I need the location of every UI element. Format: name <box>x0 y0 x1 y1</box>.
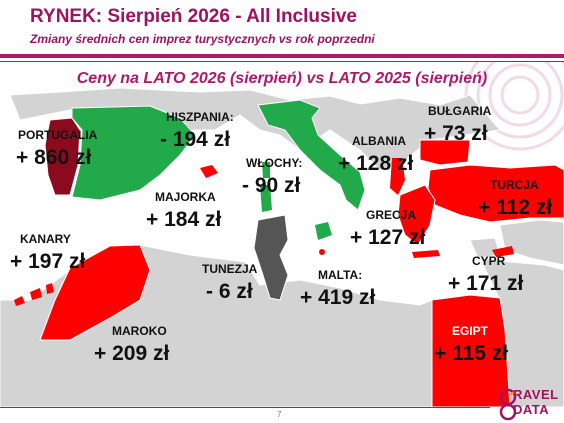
label-hiszpania-value: - 194 zł <box>160 128 231 151</box>
label-egipt-name: EGIPT <box>452 324 489 338</box>
label-egipt-value: + 115 zł <box>434 342 509 365</box>
label-cypr-name: CYPR <box>472 254 506 268</box>
shape-wlochy <box>257 99 366 211</box>
logo-line-2: DATA <box>513 402 550 417</box>
label-malta-value: + 419 zł <box>300 286 376 309</box>
label-bulgaria-name: BUŁGARIA <box>428 104 492 118</box>
label-albania-value: + 128 zł <box>338 152 414 175</box>
header: RYNEK: Sierpień 2026 - All Inclusive Zmi… <box>0 0 564 56</box>
shape-bulgaria <box>419 139 471 166</box>
shape-malta <box>319 249 325 255</box>
page-title: RYNEK: Sierpień 2026 - All Inclusive <box>30 6 357 27</box>
label-cypr-value: + 171 zł <box>448 272 524 295</box>
shape-kanary <box>14 283 54 306</box>
label-albania-name: ALBANIA <box>352 134 406 148</box>
logo-line-1: RAVEL <box>513 387 559 402</box>
shape-cypr <box>492 246 514 257</box>
label-majorka-value: + 184 zł <box>146 208 222 231</box>
footer-rule <box>0 407 490 408</box>
shape-hiszpania <box>71 105 196 201</box>
label-turcja-value: + 112 zł <box>478 196 553 219</box>
map-canvas <box>0 62 564 407</box>
label-kanary-name: KANARY <box>20 232 71 246</box>
label-grecja-name: GRECJA <box>366 208 417 222</box>
page-number: 7 <box>277 410 282 419</box>
label-hiszpania-name: HISZPANIA: <box>166 110 234 124</box>
shape-sycylia <box>315 222 332 240</box>
label-tunezja-value: - 6 zł <box>206 280 253 303</box>
shape-korsyka <box>262 162 270 178</box>
map <box>0 62 564 407</box>
label-majorka-name: MAJORKA <box>155 190 216 204</box>
label-portugalia-name: PORTUGALIA <box>18 128 98 142</box>
label-tunezja-name: TUNEZJA <box>202 262 258 276</box>
logo-mark-icon <box>499 388 517 421</box>
shape-majorka <box>200 165 218 178</box>
map-title: Ceny na LATO 2026 (sierpień) vs LATO 202… <box>76 70 488 87</box>
label-malta-name: MALTA: <box>318 268 363 282</box>
header-rule <box>0 54 564 58</box>
shape-maroko <box>39 244 151 341</box>
decor-arcs <box>464 62 564 151</box>
label-wlochy-name: WŁOCHY: <box>246 156 303 170</box>
label-bulgaria-value: + 73 zł <box>424 122 488 145</box>
shape-sardynia <box>260 185 272 212</box>
label-wlochy-value: - 90 zł <box>242 174 301 197</box>
label-maroko-name: MAROKO <box>112 324 167 338</box>
label-maroko-value: + 209 zł <box>94 342 170 365</box>
shape-albania <box>390 158 405 195</box>
label-turcja-name: TURCJA <box>490 178 539 192</box>
shape-tunezja <box>253 214 289 301</box>
header-rule-thin <box>0 61 564 62</box>
label-kanary-value: + 197 zł <box>10 250 86 273</box>
shape-grecja <box>397 184 436 246</box>
shape-egipt <box>431 294 511 407</box>
travel-data-logo: RAVEL DATA <box>498 385 560 421</box>
label-grecja-value: + 127 zł <box>350 226 426 249</box>
page-subtitle: Zmiany średnich cen imprez turystycznych… <box>30 32 375 46</box>
shape-portugalia <box>44 117 81 196</box>
shape-kreta <box>412 250 440 258</box>
label-portugalia-value: + 860 zł <box>16 146 92 169</box>
